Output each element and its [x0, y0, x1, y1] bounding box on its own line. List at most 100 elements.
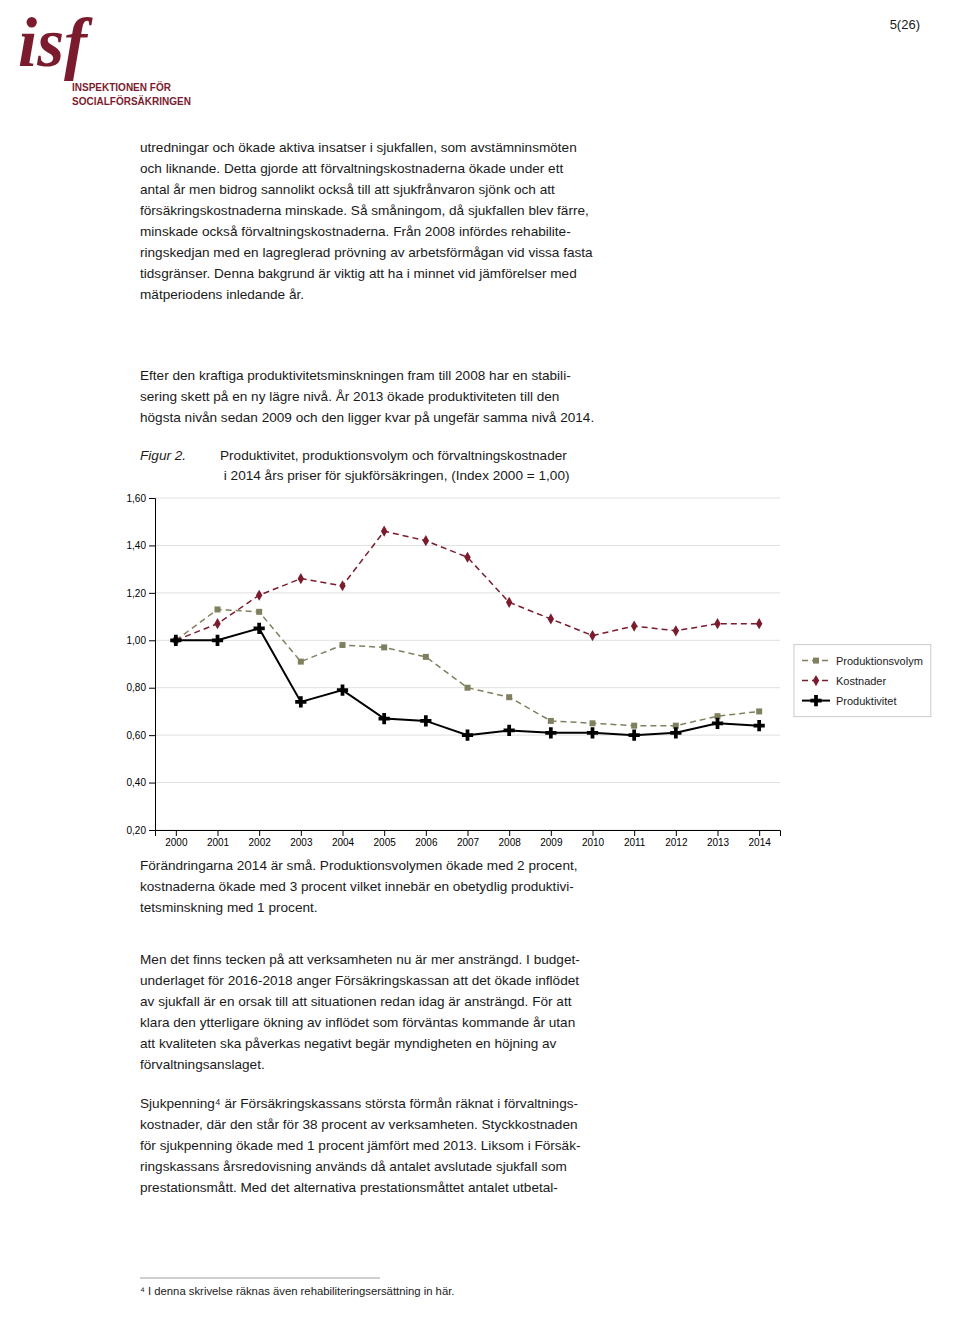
x-tick: 2007	[457, 830, 480, 848]
grid-line	[155, 545, 780, 546]
series-markers	[173, 526, 763, 646]
x-tick: 2001	[207, 830, 230, 848]
legend: ProduktionsvolymKostnaderProduktivitet	[794, 645, 931, 717]
x-tick: 2010	[582, 830, 605, 848]
y-tick-label: 0,60	[127, 730, 147, 741]
marker	[379, 713, 390, 724]
legend-frame	[794, 645, 931, 717]
logo: isf	[18, 5, 93, 81]
x-tick-label: 2000	[165, 837, 188, 848]
paragraph-line: sering skett på en ny lägre nivå. År 201…	[140, 389, 559, 404]
paragraph-line: kostnader, där den står för 38 procent a…	[140, 1117, 578, 1132]
marker	[420, 715, 431, 726]
x-tick-label: 2003	[290, 837, 313, 848]
y-tick-mark	[149, 830, 155, 831]
marker	[381, 526, 387, 537]
series-markers	[173, 606, 762, 728]
paragraph-line: mätperiodens inledande år.	[140, 287, 304, 302]
caption-label: Figur 2.	[140, 448, 186, 463]
marker	[465, 685, 471, 691]
paragraph-line: tetsminskning med 1 procent.	[140, 900, 318, 915]
logo-subtext: INSPEKTIONEN FÖR	[72, 81, 172, 93]
paragraph: Men det finns tecken på att verksamheten…	[140, 952, 580, 1072]
marker	[756, 618, 762, 629]
paragraph-line: att kvaliteten ska påverkas negativt beg…	[140, 1036, 557, 1051]
x-tick: 2008	[499, 830, 522, 848]
paragraph-line: minskade också förvaltningskostnaderna. …	[140, 224, 571, 239]
chart-title-line: Produktivitet, produktionsvolym och förv…	[220, 448, 567, 463]
paragraph-line: Förändringarna 2014 är små. Produktionsv…	[140, 858, 578, 873]
paragraph-line: ringskassans årsredovisning används då a…	[140, 1159, 567, 1174]
x-tick-label: 2013	[707, 837, 730, 848]
series-line	[176, 531, 759, 640]
x-tick-mark	[676, 830, 677, 836]
footnote: ⁴ I denna skrivelse räknas även rehabili…	[140, 1285, 454, 1297]
y-tick-mark	[149, 688, 155, 689]
marker	[462, 730, 473, 741]
footnote-separator	[140, 1278, 380, 1279]
marker	[340, 642, 346, 648]
y-axis: 0,200,400,600,801,001,201,401,60	[127, 493, 156, 836]
x-tick: 2000	[165, 830, 188, 848]
x-tick: 2004	[332, 830, 355, 848]
x-tick-mark	[176, 830, 177, 836]
marker	[254, 623, 265, 634]
x-axis-line	[156, 831, 781, 837]
x-tick-label: 2001	[207, 837, 230, 848]
paragraph: utredningar och ökade aktiva insatser i …	[140, 140, 593, 302]
x-tick-label: 2008	[499, 837, 522, 848]
marker	[214, 618, 220, 629]
x-tick-mark	[509, 830, 510, 836]
marker	[295, 696, 306, 707]
y-tick-label: 0,40	[127, 777, 147, 788]
x-tick-label: 2007	[457, 837, 480, 848]
paragraph-line: kostnaderna ökade med 3 procent vilket i…	[140, 879, 574, 894]
paragraph-line: förvaltningsanslaget.	[140, 1057, 265, 1072]
paragraph-line: utredningar och ökade aktiva insatser i …	[140, 140, 577, 155]
x-tick-label: 2006	[415, 837, 438, 848]
y-tick-label: 1,20	[127, 588, 147, 599]
x-tick-mark	[384, 830, 385, 836]
marker	[590, 720, 596, 726]
logo-subtext: SOCIALFÖRSÄKRINGEN	[72, 95, 191, 107]
paragraph-line: ringskedjan med en lagreglerad prövning …	[140, 245, 593, 260]
y-axis-line	[149, 499, 156, 831]
marker	[298, 659, 304, 665]
series-line	[176, 609, 759, 725]
y-tick: 0,40	[127, 777, 155, 788]
x-tick: 2009	[540, 830, 563, 848]
y-tick-mark	[149, 593, 155, 594]
x-tick-label: 2002	[249, 837, 272, 848]
page-number: 5(26)	[890, 17, 920, 32]
series-markers	[170, 623, 765, 741]
marker	[589, 630, 595, 641]
marker	[504, 725, 515, 736]
grid-line	[155, 592, 780, 593]
paragraph-line: prestationsmått. Med det alternativa pre…	[140, 1180, 558, 1195]
legend-marker	[810, 695, 821, 706]
legend-marker	[813, 675, 819, 686]
series-line	[176, 628, 759, 735]
x-axis: 2000200120022003200420052006200720082009…	[156, 830, 781, 848]
marker	[215, 606, 221, 612]
chart-title: Produktivitet, produktionsvolym och förv…	[220, 448, 569, 483]
grid-line	[155, 782, 780, 783]
marker	[506, 597, 512, 608]
plot-marks	[170, 526, 765, 741]
paragraph-line: försäkringskostnaderna minskade. Så smån…	[140, 203, 589, 218]
paragraph-line: och liknande. Detta gjorde att förvaltni…	[140, 161, 563, 176]
x-tick-label: 2012	[665, 837, 688, 848]
x-tick: 2012	[665, 830, 688, 848]
marker	[673, 625, 679, 636]
marker	[381, 644, 387, 650]
marker	[170, 635, 181, 646]
y-tick: 1,20	[127, 588, 155, 599]
marker	[545, 727, 556, 738]
paragraph-line: högsta nivån sedan 2009 och den ligger k…	[140, 410, 594, 425]
marker	[423, 654, 429, 660]
marker	[754, 720, 765, 731]
marker	[298, 573, 304, 584]
marker	[212, 635, 223, 646]
paragraph-line: antal år men bidrog sannolikt också till…	[140, 182, 555, 197]
y-tick: 1,40	[127, 540, 155, 551]
